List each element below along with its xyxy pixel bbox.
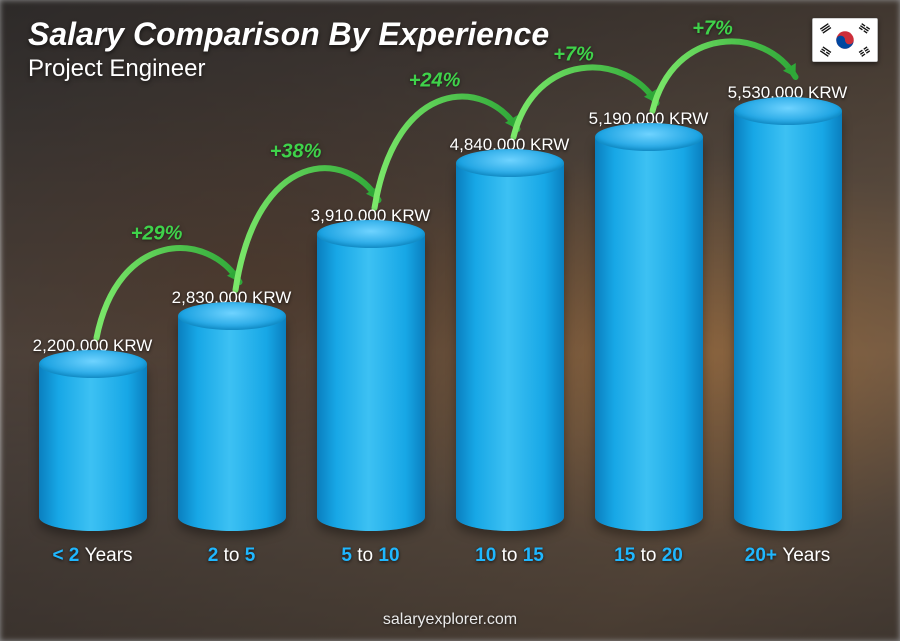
bar-body — [178, 316, 286, 531]
bar-column: 4,840,000 KRW10 to 15 — [443, 87, 576, 567]
chart-subtitle: Project Engineer — [28, 55, 549, 83]
bar — [456, 163, 564, 531]
bar-top — [39, 350, 147, 378]
bar-body — [39, 364, 147, 531]
bar — [39, 364, 147, 531]
bar — [178, 316, 286, 531]
bar — [734, 111, 842, 531]
bar-x-label: 15 to 20 — [614, 545, 683, 567]
bar-top — [734, 97, 842, 125]
footer-attribution: salaryexplorer.com — [0, 611, 900, 629]
increase-pct-label: +29% — [131, 223, 183, 246]
increase-pct-label: +7% — [692, 18, 733, 41]
bar-x-label: 20+ Years — [745, 545, 830, 567]
increase-pct-label: +24% — [409, 70, 461, 93]
bar-x-label: 5 to 10 — [341, 545, 399, 567]
bar-column: 5,190,000 KRW15 to 20 — [582, 87, 715, 567]
title-block: Salary Comparison By Experience Project … — [28, 16, 549, 83]
bar-chart: 2,200,000 KRW< 2 Years2,830,000 KRW2 to … — [20, 87, 860, 567]
bar-body — [317, 234, 425, 531]
bar-column: 2,200,000 KRW< 2 Years — [26, 87, 159, 567]
bar-x-label: 10 to 15 — [475, 545, 544, 567]
increase-pct-label: +38% — [270, 141, 322, 164]
bar-x-label: < 2 Years — [52, 545, 132, 567]
bar-body — [456, 163, 564, 531]
bar-x-label: 2 to 5 — [208, 545, 256, 567]
bar-body — [734, 111, 842, 531]
chart-title: Salary Comparison By Experience — [28, 16, 549, 53]
bar-top — [456, 149, 564, 177]
country-flag — [812, 18, 878, 62]
bar-top — [178, 302, 286, 330]
bar — [317, 234, 425, 531]
bar-column: 3,910,000 KRW5 to 10 — [304, 87, 437, 567]
bar-body — [595, 137, 703, 531]
flag-svg — [813, 18, 877, 62]
bar-top — [317, 220, 425, 248]
bar-top — [595, 123, 703, 151]
bar — [595, 137, 703, 531]
bar-column: 5,530,000 KRW20+ Years — [721, 87, 854, 567]
increase-pct-label: +7% — [553, 44, 594, 67]
